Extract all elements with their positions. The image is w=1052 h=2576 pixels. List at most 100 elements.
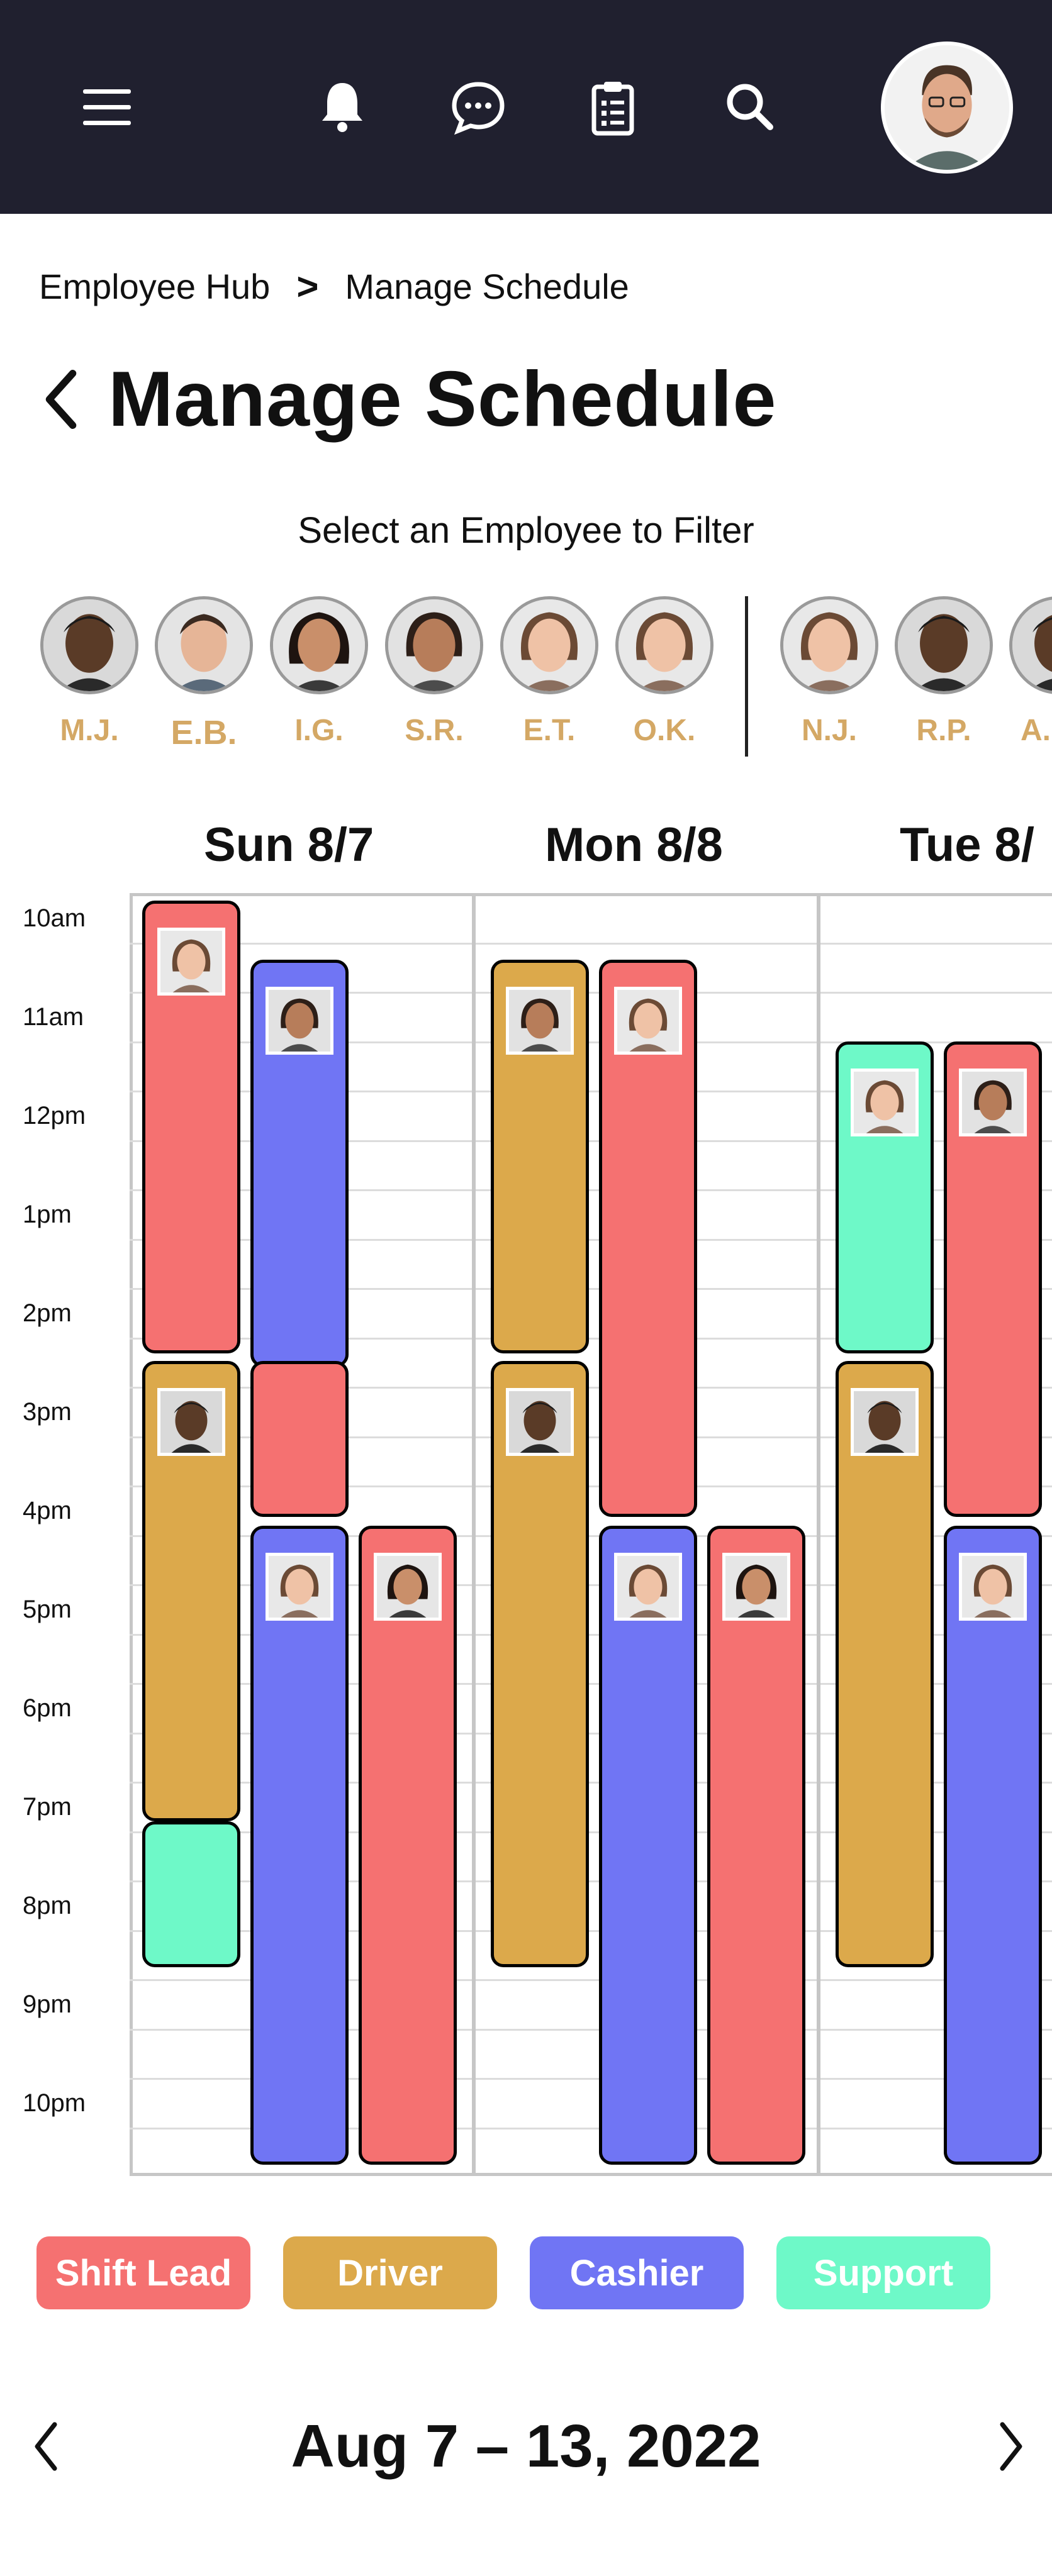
employee-initials: N.J.: [801, 714, 858, 747]
employee-photo: [157, 1388, 225, 1456]
grid-line: [130, 1091, 1052, 1092]
grid-line: [130, 992, 1052, 994]
grid-line: [130, 1782, 1052, 1784]
grid-line: [130, 1535, 1052, 1537]
top-navigation-bar: [0, 0, 1052, 214]
breadcrumb-current: Manage Schedule: [345, 266, 629, 306]
shift-block-driver[interactable]: [836, 1361, 934, 1967]
user-avatar[interactable]: [881, 42, 1013, 174]
legend-driver[interactable]: Driver: [283, 2236, 497, 2309]
employee-avatar: [270, 596, 368, 694]
shift-block-shift-lead[interactable]: [707, 1526, 805, 2165]
shift-block-cashier[interactable]: [250, 960, 349, 1367]
shift-block-shift-lead[interactable]: [250, 1361, 349, 1517]
grid-line: [130, 1238, 1052, 1241]
shift-block-driver[interactable]: [491, 1361, 589, 1967]
chevron-right-icon: [1000, 2422, 1022, 2471]
grid-line: [130, 2028, 1052, 2031]
hour-label: 9pm: [23, 1990, 72, 2018]
employee-photo: [722, 1553, 790, 1621]
menu-icon[interactable]: [69, 69, 145, 145]
employee-initials: O.K.: [633, 714, 696, 747]
employee-avatar: [385, 596, 483, 694]
hour-label: 3pm: [23, 1398, 72, 1426]
employee-avatar: [895, 596, 993, 694]
grid-line: [130, 1633, 1052, 1636]
shift-block-shift-lead[interactable]: [359, 1526, 457, 2165]
employee-photo: [506, 987, 574, 1055]
employee-filter-et[interactable]: E.T.: [499, 596, 600, 748]
employee-filter-ig[interactable]: I.G.: [269, 596, 369, 748]
shift-block-support[interactable]: [836, 1041, 934, 1353]
employee-photo: [959, 1069, 1027, 1136]
grid-line: [130, 1929, 1052, 1932]
chat-icon[interactable]: [440, 69, 516, 145]
next-week-button[interactable]: [979, 2402, 1042, 2490]
employee-filter-a[interactable]: A.: [1004, 596, 1052, 748]
employee-divider: [745, 596, 748, 757]
shift-block-shift-lead[interactable]: [599, 960, 697, 1517]
grid-line: [130, 1732, 1052, 1735]
shift-block-cashier[interactable]: [944, 1526, 1042, 2165]
grid-line: [130, 2078, 1052, 2080]
back-button[interactable]: [33, 358, 89, 440]
bell-icon[interactable]: [305, 69, 380, 145]
grid-line: [130, 942, 1052, 945]
employee-filter-sr[interactable]: S.R.: [384, 596, 484, 748]
employee-avatar: [615, 596, 713, 694]
employee-avatar: [1009, 596, 1052, 694]
grid-line: [130, 1584, 1052, 1586]
grid-line: [130, 1880, 1052, 1882]
employee-filter-mj[interactable]: M.J.: [39, 596, 140, 748]
breadcrumb-separator: >: [296, 265, 319, 308]
week-range-label: Aug 7 – 13, 2022: [291, 2412, 761, 2480]
employee-avatar: [780, 596, 878, 694]
grid-line: [130, 1979, 1052, 1981]
shift-block-support[interactable]: [142, 1821, 240, 1967]
employee-filter-eb[interactable]: E.B.: [154, 596, 254, 752]
shift-block-shift-lead[interactable]: [142, 901, 240, 1353]
employee-filter-rp[interactable]: R.P.: [893, 596, 994, 748]
employee-avatar: [155, 596, 253, 694]
grid-line: [130, 1436, 1052, 1438]
hour-label: 10am: [23, 904, 86, 932]
page-title: Manage Schedule: [108, 356, 777, 443]
grid-line: [130, 1337, 1052, 1340]
employee-initials: E.T.: [523, 714, 576, 747]
day-header-tue: Tue 8/: [900, 818, 1034, 872]
grid-line: [130, 1140, 1052, 1142]
employee-avatar: [40, 596, 138, 694]
title-row: Manage Schedule: [33, 352, 776, 447]
employee-filter-ok[interactable]: O.K.: [614, 596, 715, 748]
shift-block-shift-lead[interactable]: [944, 1041, 1042, 1517]
legend-shift-lead[interactable]: Shift Lead: [36, 2236, 250, 2309]
schedule-grid: [130, 893, 1052, 2176]
hour-label: 4pm: [23, 1497, 72, 1524]
employee-filter-nj[interactable]: N.J.: [779, 596, 880, 748]
hour-label: 6pm: [23, 1694, 72, 1722]
grid-line: [130, 1683, 1052, 1685]
breadcrumb-employee-hub[interactable]: Employee Hub: [39, 266, 271, 306]
legend-support[interactable]: Support: [776, 2236, 990, 2309]
hour-label: 2pm: [23, 1299, 72, 1327]
chevron-left-icon: [35, 2422, 57, 2471]
employee-initials: I.G.: [294, 714, 344, 747]
shift-block-driver[interactable]: [491, 960, 589, 1353]
shift-block-driver[interactable]: [142, 1361, 240, 1821]
shift-block-cashier[interactable]: [250, 1526, 349, 2165]
hour-label: 7pm: [23, 1793, 72, 1821]
employee-initials: M.J.: [60, 714, 119, 747]
shift-block-cashier[interactable]: [599, 1526, 697, 2165]
clipboard-icon[interactable]: [575, 69, 651, 145]
employee-photo: [851, 1069, 919, 1136]
previous-week-button[interactable]: [15, 2402, 78, 2490]
hour-label: 10pm: [23, 2089, 86, 2117]
search-icon[interactable]: [712, 69, 788, 145]
employee-photo: [266, 987, 333, 1055]
employee-photo: [157, 928, 225, 996]
employee-initials: E.B.: [171, 714, 237, 752]
employee-photo: [851, 1388, 919, 1456]
legend-cashier[interactable]: Cashier: [530, 2236, 744, 2309]
chevron-left-icon: [45, 369, 77, 430]
day-separator: [472, 893, 476, 2176]
